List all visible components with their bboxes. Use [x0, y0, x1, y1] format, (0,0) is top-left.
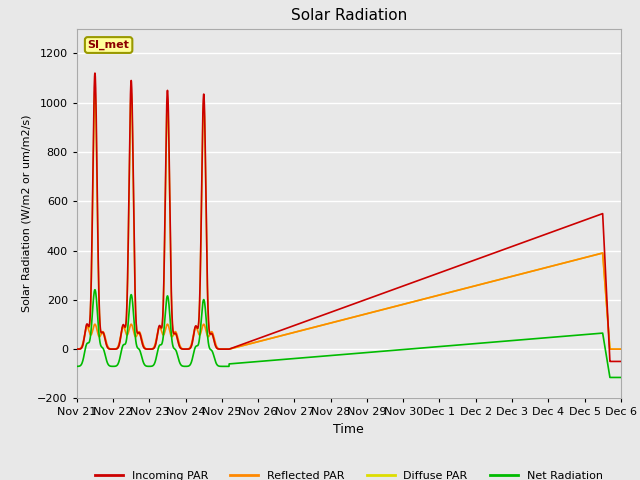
Legend: Incoming PAR, Reflected PAR, Diffuse PAR, Net Radiation: Incoming PAR, Reflected PAR, Diffuse PAR…	[91, 467, 607, 480]
Title: Solar Radiation: Solar Radiation	[291, 9, 407, 24]
Y-axis label: Solar Radiation (W/m2 or um/m2/s): Solar Radiation (W/m2 or um/m2/s)	[22, 115, 32, 312]
Text: SI_met: SI_met	[88, 40, 129, 50]
X-axis label: Time: Time	[333, 423, 364, 436]
